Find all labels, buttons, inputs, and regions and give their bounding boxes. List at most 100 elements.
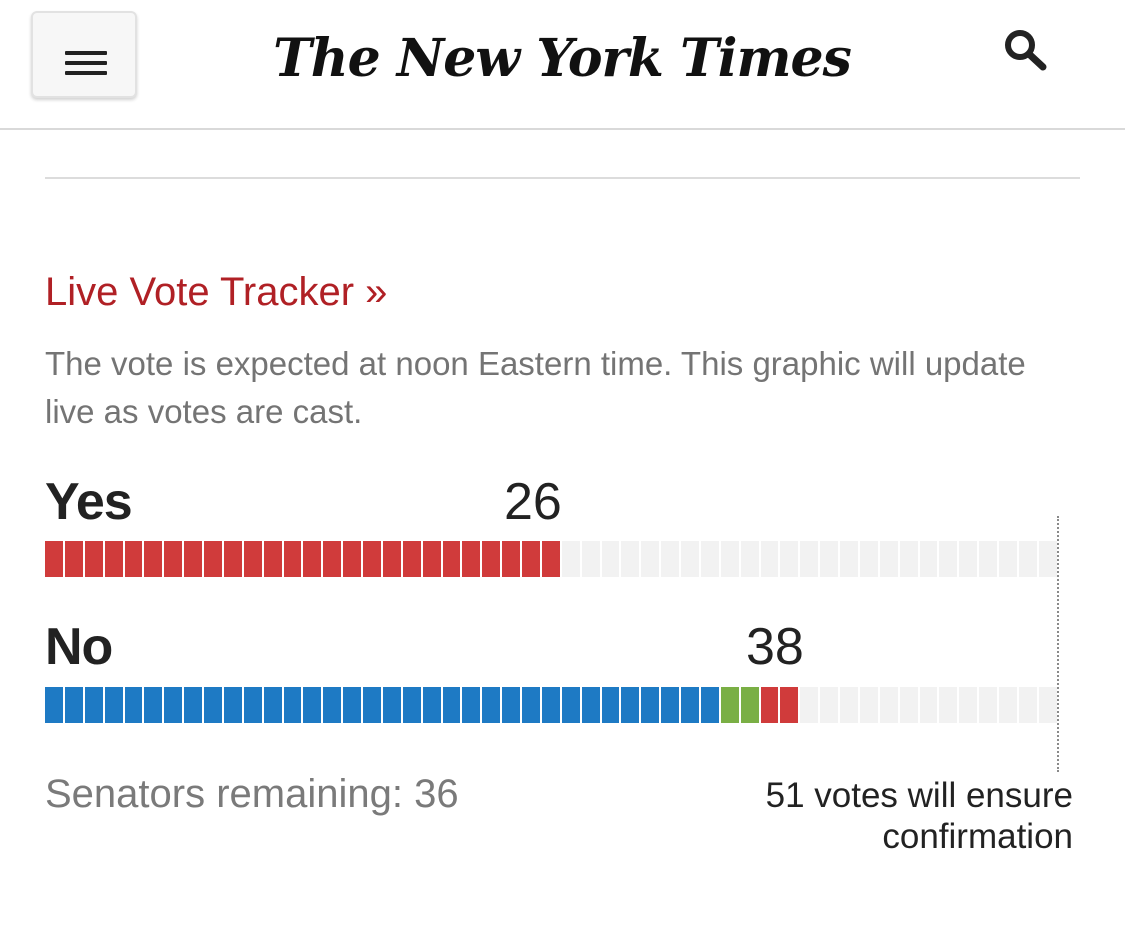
menu-button[interactable] — [31, 11, 137, 98]
no-vote-segment — [581, 687, 600, 723]
yes-vote-segment — [561, 541, 580, 577]
senators-remaining: Senators remaining: 36 — [45, 772, 459, 816]
yes-vote-segment — [263, 541, 282, 577]
no-vote-segment — [561, 687, 580, 723]
hamburger-menu-icon — [65, 51, 107, 81]
yes-vote-segment — [760, 541, 779, 577]
yes-vote-segment — [999, 541, 1017, 577]
yes-vote-segment — [919, 541, 938, 577]
yes-vote-segment — [740, 541, 759, 577]
yes-vote-segment — [641, 541, 660, 577]
yes-vote-segment — [144, 541, 163, 577]
yes-vote-segment — [959, 541, 978, 577]
no-vote-segment — [760, 687, 779, 723]
no-vote-segment — [45, 687, 63, 723]
no-vote-segment — [840, 687, 858, 723]
yes-vote-segment — [442, 541, 461, 577]
no-vote-segment — [700, 687, 719, 723]
yes-vote-segment — [84, 541, 103, 577]
no-vote-segment — [999, 687, 1017, 723]
no-vote-segment — [979, 687, 997, 723]
yes-vote-segment — [879, 541, 898, 577]
yes-vote-segment — [363, 541, 381, 577]
no-vote-segment — [681, 687, 699, 723]
no-vote-segment — [661, 687, 679, 723]
yes-vote-segment — [283, 541, 302, 577]
no-vote-segment — [223, 687, 242, 723]
no-vote-segment — [621, 687, 640, 723]
yes-vote-segment — [482, 541, 501, 577]
yes-vote-segment — [303, 541, 322, 577]
no-vote-segment — [184, 687, 202, 723]
yes-vote-segment — [402, 541, 421, 577]
no-vote-segment — [601, 687, 620, 723]
yes-vote-segment — [939, 541, 958, 577]
yes-count: 26 — [504, 473, 562, 531]
yes-vote-segment — [223, 541, 242, 577]
no-vote-segment — [84, 687, 103, 723]
yes-vote-segment — [541, 541, 560, 577]
yes-vote-segment — [343, 541, 361, 577]
yes-vote-segment — [382, 541, 401, 577]
no-vote-segment — [343, 687, 361, 723]
no-vote-segment — [541, 687, 560, 723]
no-vote-segment — [879, 687, 898, 723]
no-vote-segment — [382, 687, 401, 723]
section-divider — [45, 177, 1080, 179]
yes-vote-segment — [522, 541, 540, 577]
yes-vote-segment — [124, 541, 143, 577]
no-vote-segment — [144, 687, 163, 723]
yes-vote-segment — [820, 541, 838, 577]
yes-vote-segment — [899, 541, 918, 577]
yes-vote-segment — [323, 541, 342, 577]
no-vote-segment — [303, 687, 322, 723]
yes-vote-segment — [681, 541, 699, 577]
no-vote-segment — [919, 687, 938, 723]
threshold-note: 51 votes will ensure confirmation — [765, 776, 1073, 856]
yes-vote-segment — [800, 541, 819, 577]
yes-vote-segment — [700, 541, 719, 577]
yes-vote-segment — [1038, 541, 1057, 577]
no-vote-segment — [283, 687, 302, 723]
no-vote-segment — [859, 687, 878, 723]
yes-vote-segment — [1018, 541, 1037, 577]
no-vote-segment — [959, 687, 978, 723]
no-vote-segment — [64, 687, 83, 723]
no-vote-segment — [104, 687, 123, 723]
yes-vote-segment — [859, 541, 878, 577]
tracker-description: The vote is expected at noon Eastern tim… — [45, 345, 1026, 430]
yes-vote-segment — [502, 541, 520, 577]
search-icon[interactable] — [1001, 27, 1051, 73]
live-vote-tracker-link[interactable]: Live Vote Tracker » — [45, 270, 388, 314]
no-vote-segment — [263, 687, 282, 723]
yes-vote-segment — [601, 541, 620, 577]
no-vote-segment — [1038, 687, 1057, 723]
yes-vote-segment — [462, 541, 481, 577]
yes-vote-segment — [661, 541, 679, 577]
yes-vote-segment — [720, 541, 739, 577]
yes-vote-segment — [45, 541, 63, 577]
yes-vote-segment — [422, 541, 441, 577]
no-vote-segment — [800, 687, 819, 723]
confirmation-threshold-line — [1057, 516, 1059, 772]
yes-vote-segment — [164, 541, 183, 577]
no-vote-segment — [820, 687, 838, 723]
site-logo[interactable]: The New York Times — [273, 27, 852, 89]
no-vote-segment — [899, 687, 918, 723]
yes-vote-segment — [204, 541, 222, 577]
no-vote-segment — [422, 687, 441, 723]
no-label: No — [45, 618, 113, 676]
yes-vote-segment — [621, 541, 640, 577]
yes-vote-segment — [104, 541, 123, 577]
no-vote-segment — [502, 687, 520, 723]
no-vote-segment — [720, 687, 739, 723]
no-vote-segment — [243, 687, 262, 723]
no-vote-segment — [462, 687, 481, 723]
yes-vote-segment — [840, 541, 858, 577]
no-count: 38 — [746, 618, 804, 676]
no-vote-segment — [204, 687, 222, 723]
no-vote-segment — [522, 687, 540, 723]
no-vote-segment — [323, 687, 342, 723]
yes-vote-segment — [184, 541, 202, 577]
no-vote-segment — [740, 687, 759, 723]
